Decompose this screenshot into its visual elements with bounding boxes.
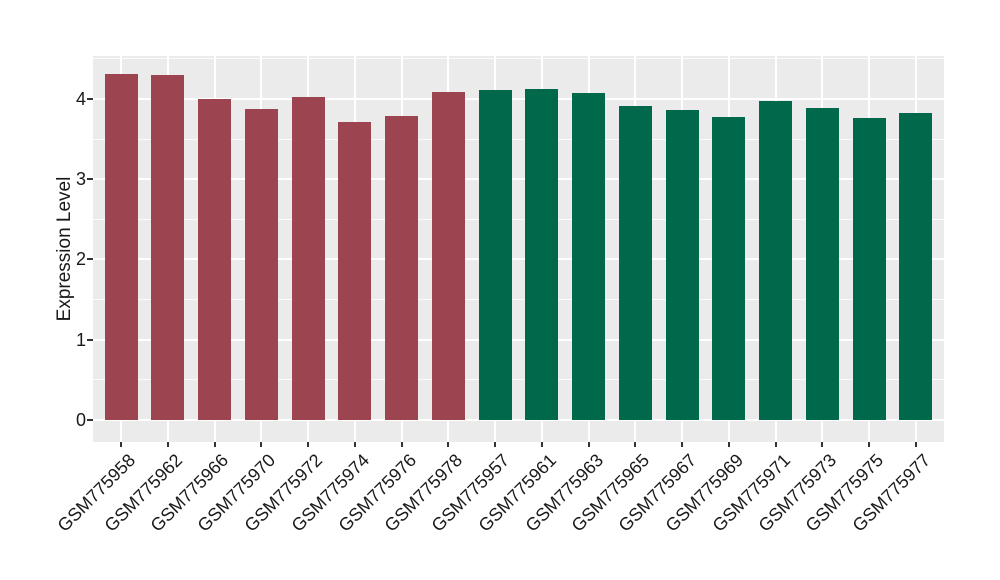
plot-panel — [93, 56, 944, 442]
bar — [805, 107, 839, 420]
x-tick-mark — [634, 442, 637, 447]
bar — [572, 93, 606, 420]
bar — [198, 98, 232, 420]
x-tick-mark — [166, 442, 169, 447]
bar — [618, 106, 652, 420]
x-tick-mark — [821, 442, 824, 447]
bar — [759, 101, 793, 420]
bar — [151, 74, 185, 420]
gridline-major-h — [93, 97, 944, 100]
x-tick-mark — [914, 442, 917, 447]
y-tick-mark — [87, 258, 93, 261]
bar — [291, 97, 325, 420]
y-tick-label: 3 — [75, 169, 86, 190]
y-tick-mark — [87, 178, 93, 181]
bar — [525, 89, 559, 420]
gridline-major-h — [93, 258, 944, 261]
bar — [104, 74, 138, 420]
y-tick-label: 0 — [75, 410, 86, 430]
x-tick-mark — [120, 442, 123, 447]
gridline-minor-h — [93, 58, 944, 60]
bar — [338, 122, 372, 420]
y-tick-mark — [87, 419, 93, 421]
bar — [431, 91, 465, 420]
x-tick-mark — [494, 442, 497, 447]
gridline-minor-h — [93, 218, 944, 220]
x-tick-mark — [681, 442, 684, 447]
x-tick-mark — [868, 442, 871, 447]
y-tick-mark — [87, 97, 93, 100]
gridline-minor-h — [93, 299, 944, 301]
x-tick-mark — [213, 442, 216, 447]
y-tick-label: 4 — [75, 88, 86, 109]
x-tick-mark — [774, 442, 777, 447]
gridline-major-h — [93, 419, 944, 421]
gridline-minor-h — [93, 379, 944, 381]
x-tick-mark — [447, 442, 450, 447]
bar — [899, 113, 933, 420]
x-tick-mark — [540, 442, 543, 447]
bar — [244, 108, 278, 420]
x-tick-mark — [353, 442, 356, 447]
x-tick-mark — [587, 442, 590, 447]
bar — [712, 116, 746, 420]
y-tick-label: 1 — [75, 329, 86, 350]
gridline-major-h — [93, 178, 944, 181]
gridline-minor-h — [93, 138, 944, 140]
y-tick-label: 2 — [75, 249, 86, 270]
x-tick-mark — [400, 442, 403, 447]
bar — [478, 90, 512, 420]
bar — [852, 118, 886, 420]
bar — [385, 115, 419, 420]
bar — [665, 110, 699, 420]
x-tick-mark — [260, 442, 263, 447]
gridline-major-h — [93, 338, 944, 341]
x-tick-mark — [727, 442, 730, 447]
y-tick-mark — [87, 338, 93, 341]
x-tick-mark — [307, 442, 310, 447]
